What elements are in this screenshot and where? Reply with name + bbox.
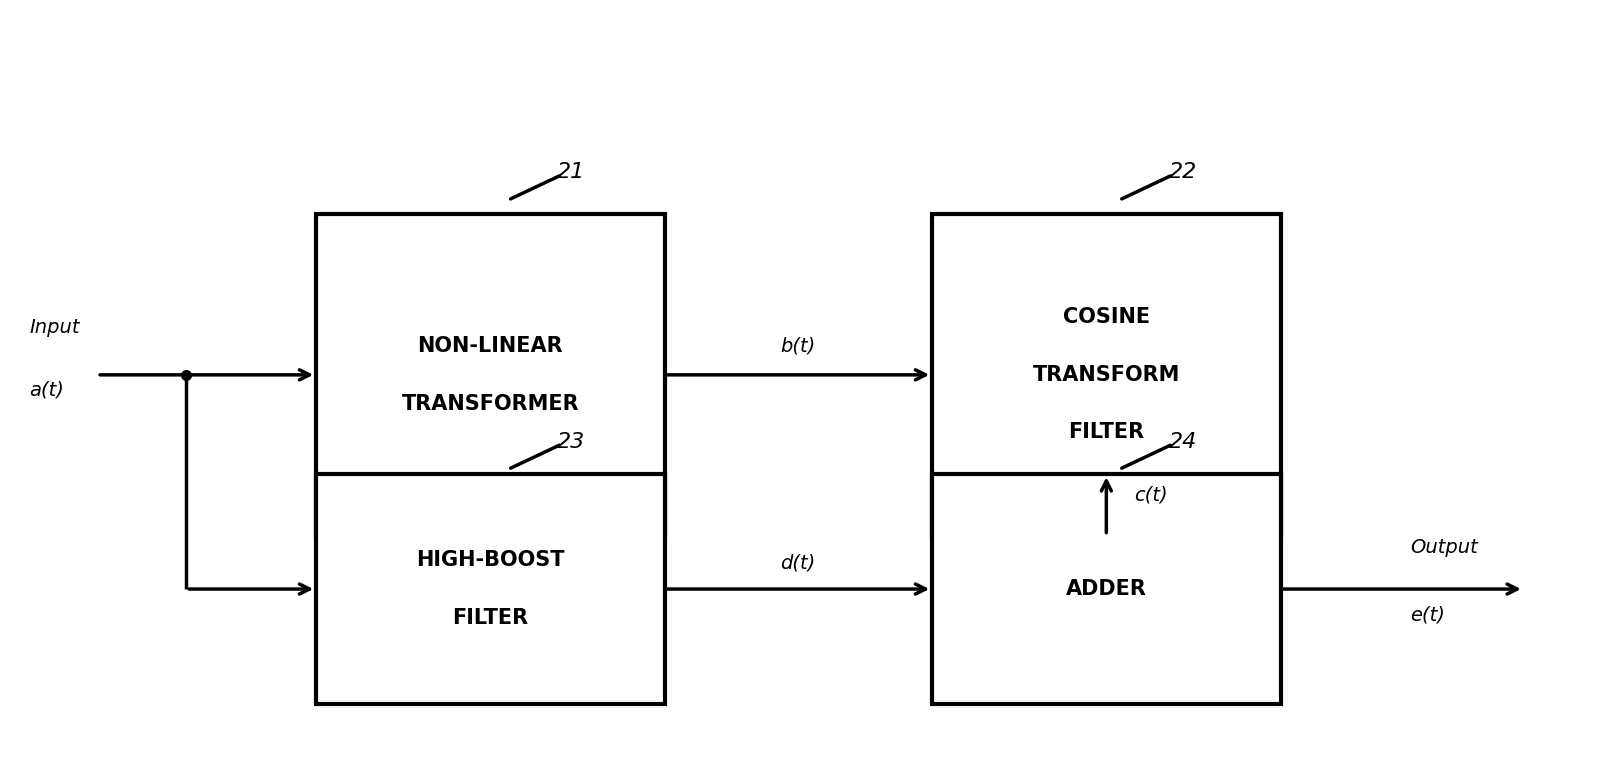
Text: FILTER: FILTER: [452, 607, 528, 628]
Text: d(t): d(t): [780, 553, 815, 572]
Text: TRANSFORM: TRANSFORM: [1033, 365, 1180, 385]
Bar: [932, 474, 1281, 704]
Text: ADDER: ADDER: [1067, 579, 1146, 599]
Text: NON-LINEAR: NON-LINEAR: [418, 336, 562, 356]
Text: Output: Output: [1410, 538, 1478, 557]
Text: TRANSFORMER: TRANSFORMER: [402, 393, 579, 414]
Text: 21: 21: [556, 162, 585, 182]
Text: a(t): a(t): [29, 381, 65, 399]
Text: COSINE: COSINE: [1063, 308, 1149, 327]
Text: 24: 24: [1169, 432, 1198, 452]
Text: Input: Input: [29, 317, 79, 337]
Text: FILTER: FILTER: [1068, 422, 1144, 442]
Bar: [316, 474, 665, 704]
Text: e(t): e(t): [1410, 606, 1446, 624]
Text: c(t): c(t): [1135, 486, 1167, 505]
Text: b(t): b(t): [780, 337, 815, 356]
Bar: [316, 214, 665, 536]
Bar: [932, 214, 1281, 536]
Text: HIGH-BOOST: HIGH-BOOST: [417, 550, 564, 571]
Text: 23: 23: [556, 432, 585, 452]
Text: 22: 22: [1169, 162, 1198, 182]
